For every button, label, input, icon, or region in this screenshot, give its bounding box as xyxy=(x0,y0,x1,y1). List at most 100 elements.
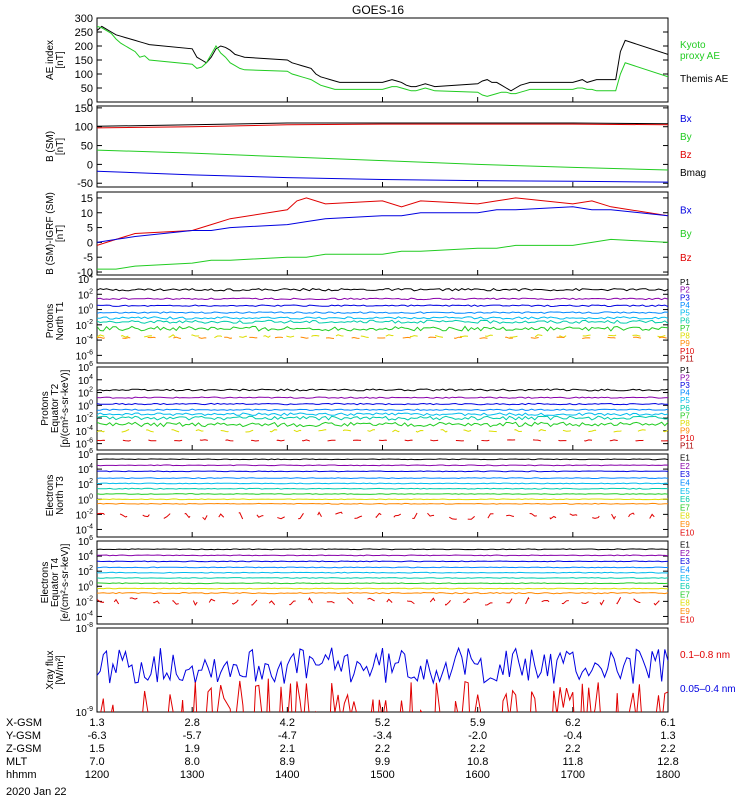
y-tick-label: 10-2 xyxy=(76,595,93,608)
series-line-e3 xyxy=(97,470,668,473)
legend-label: P5 xyxy=(680,309,690,318)
panel-3: 15 10 5 0 -5 -10 B (SM)-IGRF (SM) [nT] Bx By Bz xyxy=(45,191,692,279)
y-tick-label: 0 xyxy=(87,237,93,249)
series-line-e5 xyxy=(97,482,668,485)
series-line-e3 xyxy=(97,560,668,563)
y-tick-label: 100 xyxy=(75,122,93,134)
y-axis-label: [nT] xyxy=(55,225,66,242)
legend-label: P10 xyxy=(680,347,695,356)
y-tick-label: 100 xyxy=(78,399,93,412)
series-line-by xyxy=(97,149,668,171)
series-line-e10 xyxy=(97,596,668,606)
series-line-e9 xyxy=(97,502,668,505)
series-line-0-05-0-4-nm xyxy=(97,646,668,685)
x-column-value: 2.2 xyxy=(375,743,390,755)
y-tick-label: 106 xyxy=(78,535,93,548)
series-line-e9 xyxy=(97,591,668,595)
legend-label: P10 xyxy=(680,434,695,443)
y-tick-label: 102 xyxy=(78,565,93,578)
y-axis-label: North T1 xyxy=(55,301,66,340)
legend-label: E6 xyxy=(680,582,690,591)
x-column-value: -3.4 xyxy=(373,730,392,742)
y-tick-label: 10-8 xyxy=(76,622,93,635)
panel-1: 300 250 200 150 100 50 0 AE index [nT] Kyotoproxy… xyxy=(45,13,729,109)
x-column-value: 1.9 xyxy=(185,743,200,755)
legend-label: 0.05–0.4 nm xyxy=(680,684,736,695)
x-column-value: 12.8 xyxy=(657,756,678,768)
legend-label: E7 xyxy=(680,590,690,599)
y-tick-label: 10-4 xyxy=(76,523,93,536)
x-column-value: 8.9 xyxy=(280,756,295,768)
series-line-e4 xyxy=(97,477,668,480)
legend-label: P11 xyxy=(680,354,694,363)
legend-label: Bz xyxy=(680,150,692,161)
legend-label: E6 xyxy=(680,495,690,504)
series-line-e1 xyxy=(97,548,668,551)
y-axis-label: B (SM)-IGRF (SM) xyxy=(45,192,56,275)
legend-label: P6 xyxy=(680,316,690,325)
series-line-e8 xyxy=(97,498,668,501)
panel-7: 106 104 102 100 10-2 10-4 Electrons Equator T4[… xyxy=(40,535,695,625)
series-line-kyoto-proxy-ae xyxy=(97,25,668,97)
y-tick-label: -50 xyxy=(77,178,93,190)
x-column-value: 2.2 xyxy=(565,743,580,755)
y-tick-label: 100 xyxy=(75,69,93,81)
panel-2: 150 100 50 0 -50 B (SM) [nT] Bx By Bz Bmag xyxy=(45,103,706,190)
y-tick-label: 10-2 xyxy=(76,412,93,425)
legend-label: P8 xyxy=(680,419,690,428)
series-line-p1 xyxy=(97,288,668,292)
y-axis-label: [W/m²] xyxy=(55,655,66,685)
panel-frame xyxy=(96,540,669,625)
y-tick-label: 106 xyxy=(78,448,93,461)
legend-label: P4 xyxy=(680,389,690,398)
legend-label: P9 xyxy=(680,339,690,348)
y-axis-label: Protons xyxy=(40,391,51,425)
legend-label: E4 xyxy=(680,479,690,488)
series-line-bz xyxy=(97,123,668,129)
x-row-label: Y-GSM xyxy=(6,730,41,742)
x-column-value: 2.1 xyxy=(280,743,295,755)
legend-label: E1 xyxy=(680,541,690,550)
legend-label: Themis AE xyxy=(680,74,729,85)
legend-label: P4 xyxy=(680,301,690,310)
series-line-p6 xyxy=(97,415,668,421)
series-line-e4 xyxy=(97,566,668,569)
series-line-p10 xyxy=(97,439,668,442)
series-line-e2 xyxy=(97,464,668,467)
legend-label: E3 xyxy=(680,557,690,566)
x-column-value: 6.2 xyxy=(565,717,580,729)
x-column-value: 1800 xyxy=(656,769,680,781)
legend-label: By xyxy=(680,229,692,240)
panel-frame xyxy=(96,191,669,276)
panel-frame xyxy=(96,366,669,451)
y-tick-label: 104 xyxy=(78,273,93,286)
series-line-bx xyxy=(97,206,668,243)
y-tick-label: 100 xyxy=(78,580,93,593)
y-tick-label: 10-2 xyxy=(76,319,93,332)
series-line-e7 xyxy=(97,493,668,495)
legend-label: P5 xyxy=(680,396,690,405)
y-tick-label: 0 xyxy=(87,97,93,109)
y-axis-label: Equator T2 xyxy=(50,383,61,433)
x-column-value: 2.2 xyxy=(660,743,675,755)
legend-label: E8 xyxy=(680,512,690,521)
x-column-value: -5.7 xyxy=(183,730,202,742)
x-column-value: 1.3 xyxy=(89,717,104,729)
y-axis-label: Xray flux xyxy=(45,651,56,690)
series-line-p3 xyxy=(97,304,668,308)
y-axis-label: [nT] xyxy=(55,51,66,68)
series-line-e6 xyxy=(97,487,668,490)
legend-label: E9 xyxy=(680,607,690,616)
series-line-bz xyxy=(97,197,668,246)
legend-label: P3 xyxy=(680,381,690,390)
y-tick-label: 102 xyxy=(78,288,93,301)
legend-label: P3 xyxy=(680,293,690,302)
x-column-value: 2.2 xyxy=(470,743,485,755)
legend-label: E8 xyxy=(680,599,690,608)
figure-title: GOES-16 xyxy=(352,3,404,17)
y-tick-label: -5 xyxy=(83,252,93,264)
x-column-value: 1600 xyxy=(465,769,489,781)
